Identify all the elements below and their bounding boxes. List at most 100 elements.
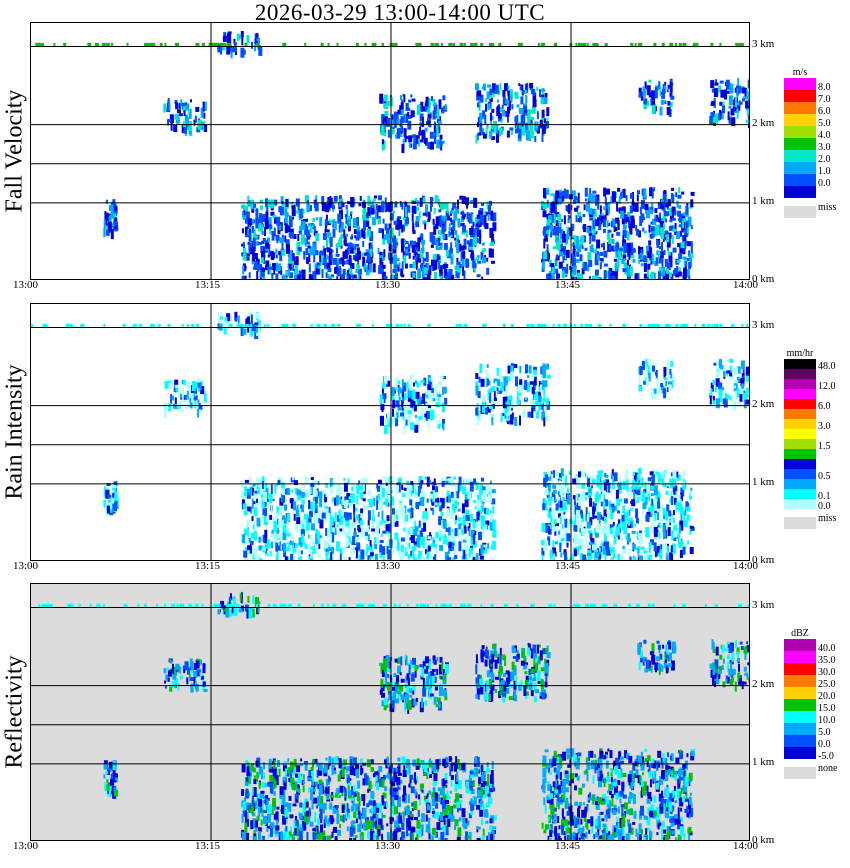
fall-velocity-echo-cell: [728, 117, 733, 124]
rain-intensity-echo-cell: [264, 497, 267, 507]
rain-intensity-echo-cell: [302, 541, 306, 545]
rain-intensity-echo-cell: [410, 422, 415, 431]
rain-intensity-echo-cell: [439, 544, 444, 551]
rain-intensity-top-band-cell: [639, 323, 643, 328]
reflectivity-echo-cell: [488, 832, 490, 840]
fall-velocity-echo-cell: [429, 232, 434, 243]
fall-velocity-echo-cell: [667, 101, 671, 106]
rain-intensity-top-band-cell: [651, 323, 656, 328]
fall-velocity-echo-cell: [391, 227, 394, 238]
rain-intensity-echo-cell: [112, 486, 117, 492]
rain-intensity-echo-cell: [269, 493, 272, 504]
fall-velocity-echo-cell: [269, 251, 273, 256]
reflectivity-echo-cell: [287, 758, 290, 763]
fall-velocity-echo-cell: [408, 135, 413, 143]
fall-velocity-echo-cell: [643, 230, 647, 234]
rain-intensity-echo-cell: [277, 518, 279, 525]
fall-velocity-echo-cell: [270, 199, 275, 209]
fall-velocity-echo-cell: [681, 191, 685, 195]
fall-velocity-echo-cell: [319, 250, 324, 256]
rain-intensity-echo-cell: [679, 549, 683, 558]
rain-intensity-top-band-cell: [483, 323, 487, 328]
rain-intensity-echo-cell: [506, 416, 510, 419]
rain-intensity-echo-cell: [417, 493, 420, 497]
rain-intensity-echo-cell: [678, 502, 680, 510]
rain-intensity-echo-cell: [544, 540, 549, 551]
fall-velocity-echo-cell: [461, 257, 465, 267]
fall-velocity-echo-cell: [635, 225, 638, 231]
rain-intensity-echo-cell: [414, 494, 418, 499]
rain-intensity-echo-cell: [484, 507, 486, 514]
fall-velocity-echo-cell: [445, 249, 449, 257]
rain-intensity-echo-cell: [507, 365, 511, 374]
fall-velocity-time-tick: 13:15: [195, 279, 221, 291]
fall-velocity-echo-cell: [401, 274, 405, 278]
fall-velocity-echo-cell: [245, 234, 249, 238]
fall-velocity-echo-cell: [297, 234, 300, 241]
rain-intensity-echo-cell: [452, 531, 456, 542]
rain-intensity-echo-cell: [486, 483, 489, 487]
fall-velocity-echo-cell: [667, 84, 670, 89]
fall-velocity-echo-cell: [434, 129, 437, 138]
rain-intensity-altitude-tick: 2 km: [752, 397, 775, 410]
fall-velocity-echo-cell: [411, 244, 416, 253]
fall-velocity-echo-cell: [442, 234, 446, 240]
fall-velocity-echo-cell: [607, 204, 610, 215]
fall-velocity-echo-cell: [418, 131, 423, 136]
fall-velocity-echo-cell: [381, 204, 384, 213]
fall-velocity-echo-cell: [529, 83, 534, 88]
rain-intensity-top-band-cell: [562, 323, 567, 328]
rain-intensity-echo-cell: [336, 491, 341, 497]
fall-velocity-echo-cell: [458, 240, 461, 244]
fall-velocity-legend-label: 3.0: [818, 142, 831, 153]
rain-intensity-echo-cell: [603, 508, 607, 516]
fall-velocity-echo-cell: [494, 84, 499, 94]
fall-velocity-echo-cell: [305, 241, 310, 245]
reflectivity-echo-cell: [387, 772, 391, 780]
rain-intensity-echo-cell: [358, 514, 362, 524]
fall-velocity-echo-cell: [356, 226, 360, 232]
reflectivity-echo-cell: [292, 836, 296, 840]
rain-intensity-echo-cell: [284, 488, 288, 495]
fall-velocity-echo-cell: [267, 254, 270, 258]
fall-velocity-echo-cell: [438, 99, 442, 110]
rain-intensity-echo-cell: [543, 380, 548, 388]
fall-velocity-echo-cell: [571, 253, 575, 264]
fall-velocity-echo-cell: [662, 99, 666, 104]
rain-intensity-echo-cell: [605, 541, 610, 551]
fall-velocity-echo-cell: [390, 244, 393, 251]
fall-velocity-echo-cell: [659, 256, 663, 264]
rain-intensity-echo-cell: [596, 476, 601, 487]
fall-velocity-echo-cell: [233, 38, 236, 44]
fall-velocity-echo-cell: [248, 231, 252, 242]
fall-velocity-echo-cell: [548, 252, 550, 262]
rain-intensity-echo-cell: [397, 477, 402, 484]
rain-intensity-echo-cell: [348, 541, 351, 546]
rain-intensity-echo-cell: [643, 489, 647, 494]
rain-intensity-echo-cell: [524, 380, 528, 391]
rain-intensity-echo-cell: [613, 472, 618, 482]
reflectivity-echo-cell: [105, 784, 110, 791]
rain-intensity-echo-cell: [474, 552, 477, 560]
rain-intensity-echo-cell: [676, 474, 681, 481]
fall-velocity-echo-cell: [265, 211, 268, 219]
fall-velocity-echo: [541, 187, 695, 279]
rain-intensity-legend-miss-swatch: [784, 517, 816, 529]
rain-intensity-top-band-cell: [584, 323, 588, 328]
rain-intensity-echo-cell: [237, 315, 240, 324]
fall-velocity-echo-cell: [639, 216, 643, 226]
fall-velocity-echo-cell: [370, 255, 373, 263]
fall-velocity-echo-cell: [595, 194, 600, 204]
fall-velocity-top-band-cell: [381, 42, 384, 47]
fall-velocity-echo-cell: [424, 127, 428, 132]
fall-velocity-echo-cell: [677, 194, 682, 199]
rain-intensity-echo-cell: [552, 489, 557, 494]
fall-velocity-echo-cell: [195, 106, 200, 112]
rain-intensity-echo-cell: [420, 379, 425, 383]
rain-intensity-legend-swatch: [784, 439, 816, 449]
fall-velocity-echo-cell: [678, 218, 683, 221]
fall-velocity-echo-cell: [248, 218, 253, 226]
fall-velocity-echo-cell: [660, 91, 663, 95]
fall-velocity-echo-cell: [681, 236, 684, 240]
fall-velocity-echo-cell: [447, 274, 451, 278]
